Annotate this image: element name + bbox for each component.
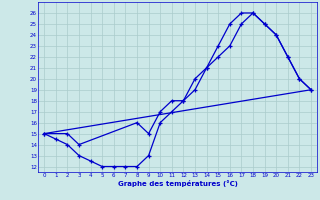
X-axis label: Graphe des températures (°C): Graphe des températures (°C) xyxy=(118,180,237,187)
